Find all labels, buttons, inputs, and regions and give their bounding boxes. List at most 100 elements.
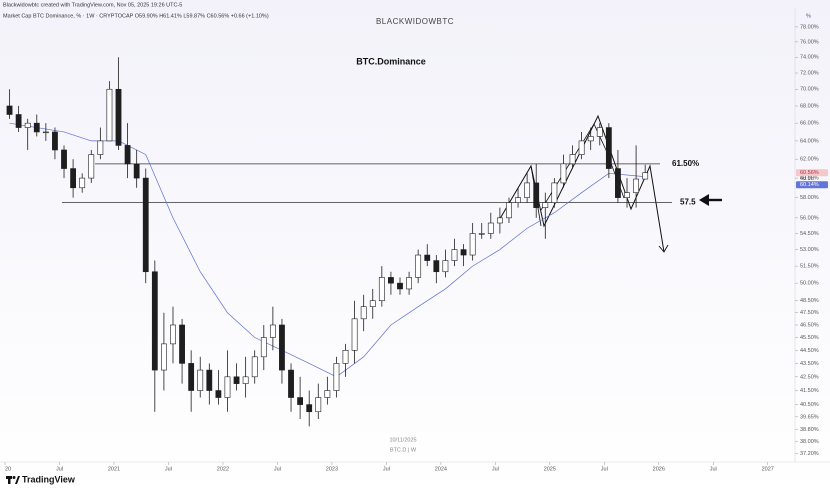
y-tick-label: 76.00%	[800, 39, 819, 45]
candle-body	[451, 249, 458, 261]
candle-body	[397, 282, 403, 290]
candle-body	[161, 343, 167, 371]
candle-body	[206, 369, 213, 391]
candle-body	[551, 182, 558, 203]
y-tick-label: 66.00%	[800, 121, 819, 127]
x-tick-label: 2025	[544, 466, 556, 472]
candle-body	[569, 154, 576, 165]
y-tick-label: 41.50%	[800, 388, 819, 394]
candle-body	[360, 306, 367, 320]
candle-body	[115, 88, 122, 146]
y-tick-label: 50.00%	[800, 281, 819, 287]
y-tick-label: 64.00%	[800, 138, 819, 144]
y-tick-label: 78.00%	[800, 24, 819, 30]
candle-body	[70, 168, 77, 189]
candle-body	[324, 390, 331, 398]
candle-body	[288, 369, 294, 398]
candle-body	[15, 114, 22, 128]
plot-area	[6, 57, 672, 427]
y-tick-label: 56.00%	[800, 215, 819, 221]
candle-body	[578, 140, 585, 155]
x-tick-label: Jul	[165, 466, 172, 472]
price-label-box	[796, 181, 828, 189]
candle-body	[333, 363, 340, 391]
candle-body	[188, 363, 195, 391]
candle-body	[442, 260, 449, 273]
candle-body	[242, 376, 249, 384]
x-tick-label: 2024	[435, 466, 447, 472]
candle-body	[605, 127, 612, 169]
candle-body	[142, 177, 149, 273]
x-tick-label: 20	[5, 466, 11, 472]
candle-body	[179, 324, 185, 364]
y-tick-label: 53.00%	[800, 247, 819, 253]
candle-body	[524, 182, 531, 198]
y-tick-label: 58.00%	[800, 195, 819, 201]
level-label: 61.50%	[672, 159, 699, 168]
y-tick-label: 48.50%	[800, 298, 819, 304]
candle-body	[251, 356, 258, 378]
candle-body	[469, 233, 476, 256]
y-tick-label: 47.50%	[800, 310, 819, 316]
axis-unit: %	[806, 13, 811, 19]
y-tick-label: 37.20%	[800, 451, 819, 457]
x-tick-label: Jul	[710, 466, 717, 472]
header-text: Blackwidowbtc created with TradingView.c…	[3, 2, 182, 8]
x-tick-label: 2026	[653, 466, 665, 472]
moving-average	[9, 122, 646, 378]
y-tick-label: 39.65%	[800, 414, 819, 420]
candle-body	[378, 277, 385, 302]
candle-body	[533, 182, 540, 208]
candle-body	[79, 177, 86, 189]
x-tick-label: 2021	[108, 466, 120, 472]
x-tick-label: 2022	[217, 466, 229, 472]
watermark: BLACKWIDOWBTC	[376, 17, 454, 26]
y-tick-label: 43.50%	[800, 361, 819, 367]
candle-body	[52, 131, 58, 151]
y-tick-label: 72.00%	[800, 70, 819, 76]
y-tick-label: 42.50%	[800, 374, 819, 380]
candle-body	[342, 350, 349, 364]
y-tick-label: 38.80%	[800, 427, 819, 433]
candle-body	[560, 163, 567, 184]
y-tick-label: 60.00%	[800, 176, 819, 182]
x-tick-label: Jul	[383, 466, 390, 472]
y-tick-label: 51.50%	[800, 264, 819, 270]
candle-body	[315, 397, 322, 413]
arrow-head	[658, 244, 669, 253]
legend-text: Market Cap BTC Dominance, % · 1W · CRYPT…	[3, 13, 269, 19]
candle-body	[260, 337, 267, 358]
candle-body	[42, 131, 49, 134]
price-label-box	[796, 169, 828, 177]
logo-part	[8, 476, 11, 484]
x-tick-label: Jul	[274, 466, 281, 472]
logo-part	[12, 476, 16, 479]
y-tick-label: 54.50%	[800, 231, 819, 237]
x-tick-label: 2027	[762, 466, 774, 472]
candle-body	[633, 178, 639, 193]
candle-body	[506, 202, 512, 219]
price-label: 60.14%	[800, 182, 819, 188]
candle-body	[388, 277, 394, 284]
candle-body	[279, 324, 285, 371]
candle-body	[224, 376, 231, 398]
candle-body	[170, 324, 176, 345]
candle-body	[97, 140, 104, 155]
candle-body	[515, 197, 521, 203]
y-tick-label: 44.50%	[800, 348, 819, 354]
candle-body	[433, 260, 440, 273]
brand[interactable]: TradingView	[22, 474, 76, 484]
candle-body	[106, 88, 113, 142]
candle-body	[61, 149, 67, 169]
candle-body	[88, 154, 95, 179]
chart-title: BTC.Dominance	[356, 56, 426, 66]
countdown: 4d 5h	[800, 176, 814, 182]
price-label: 60.56%	[800, 170, 819, 176]
candle-body	[496, 217, 503, 224]
candle-body	[297, 397, 304, 405]
candle-body	[215, 390, 222, 398]
logo-part	[15, 476, 20, 484]
x-tick-label: Jul	[601, 466, 608, 472]
